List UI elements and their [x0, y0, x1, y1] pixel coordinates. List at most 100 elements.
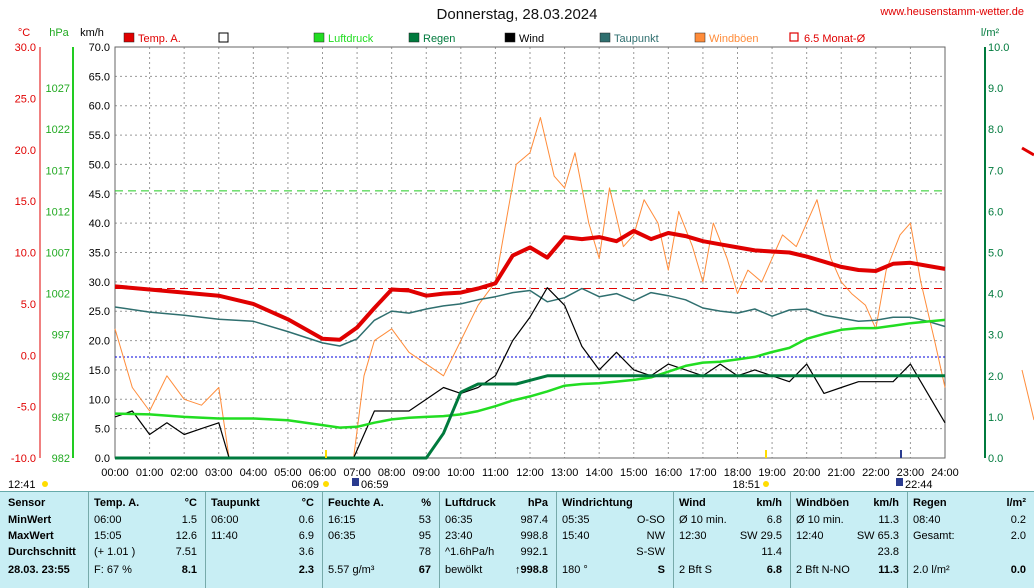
x-tick: 11:00 — [482, 467, 509, 479]
stats-column: Feuchte A.% 16:15 53 06:35 95 78 5.57 g/m³ 67 — [322, 492, 440, 588]
temp-tick: 5.0 — [21, 299, 36, 311]
pressure-tick: 982 — [52, 453, 70, 465]
x-tick: 09:00 — [412, 467, 440, 479]
stats-column: Windrichtung 05:35 O-SO 15:40 NW S-SW 180 ° S — [556, 492, 674, 588]
cell-label: 23:40 — [445, 530, 473, 542]
wind-tick: 45.0 — [89, 189, 110, 201]
legend-label: Temp. A. — [138, 33, 181, 45]
wind-tick: 40.0 — [89, 218, 110, 230]
temp-tick: 25.0 — [15, 93, 36, 105]
cell-label: 15:40 — [562, 530, 590, 542]
cell-value: O-SO — [636, 514, 665, 526]
legend-swatch — [504, 32, 516, 43]
stats-row: 12:30 SW 29.5 — [673, 528, 790, 544]
x-tick: 20:00 — [793, 467, 821, 479]
wind-tick: 55.0 — [89, 130, 110, 142]
x-tick: 10:00 — [447, 467, 475, 479]
cell-value: 3.6 — [298, 546, 314, 558]
cell-label: 06:00 — [211, 514, 239, 526]
stats-row: 78 — [322, 544, 439, 560]
cell-label: 05:35 — [562, 514, 590, 526]
cell-label: Windböen — [796, 497, 850, 509]
cell-value: 992.1 — [520, 546, 548, 558]
grid — [114, 46, 946, 459]
cell-value: 12.6 — [175, 530, 197, 542]
stats-row: 23.8 — [790, 544, 907, 560]
pressure-unit: hPa — [49, 27, 69, 39]
rain-tick: 10.0 — [988, 42, 1009, 54]
cell-value: 78 — [418, 546, 431, 558]
stats-row: 06:35 95 — [322, 528, 439, 544]
stats-row: S-SW — [556, 544, 673, 560]
cell-value: 8.1 — [181, 564, 197, 576]
stats-column: Luftdruck hPa 06:35 987.4 23:40 998.8 ^1.6hPa/… — [439, 492, 557, 588]
stats-header: Feuchte A.% — [322, 495, 439, 511]
cell-value: 0.2 — [1010, 514, 1026, 526]
stats-row: Ø 10 min. 6.8 — [673, 512, 790, 528]
rain-unit: l/m² — [981, 27, 1000, 39]
moonrise-icon — [352, 478, 359, 486]
cell-label: 16:15 — [328, 514, 356, 526]
stats-row: MaxWert — [0, 528, 88, 544]
rain-tick: 7.0 — [988, 165, 1003, 177]
cell-label: 2 Bft N-NO — [796, 564, 850, 576]
stats-current: 2 Bft S 6.8 — [673, 562, 790, 578]
wind-tick: 10.0 — [89, 394, 110, 406]
cell-label: Taupunkt — [211, 497, 260, 509]
cell-value: 67 — [418, 564, 431, 576]
cell-label: 180 ° — [562, 564, 588, 576]
cell-label: 12:30 — [679, 530, 707, 542]
cell-value: 6.8 — [766, 514, 782, 526]
cell-label: 2.0 l/m² — [913, 564, 950, 576]
pressure-tick: 1017 — [46, 165, 70, 177]
cell-label: bewölkt — [445, 564, 483, 576]
moonset-time: 22:44 — [905, 479, 933, 491]
stats-column: Wind km/h Ø 10 min. 6.8 12:30 SW 29.5 11.4 2 Bf… — [673, 492, 791, 588]
stats-row: 11:40 6.9 — [205, 528, 322, 544]
cell-label: 11:40 — [211, 530, 238, 542]
x-tick: 03:00 — [205, 467, 233, 479]
wind-tick: 0.0 — [95, 453, 110, 465]
pressure-tick: 1027 — [46, 83, 70, 95]
cell-value: 0.0 — [1010, 564, 1026, 576]
temp-tick: -10.0 — [11, 453, 36, 465]
next-day-temp — [1021, 146, 1034, 157]
stats-header: Windrichtung — [556, 495, 673, 511]
legend-label: Taupunkt — [614, 33, 659, 45]
rain-tick: 8.0 — [988, 124, 1003, 136]
pressure-tick: 992 — [52, 371, 70, 383]
cell-label: Windrichtung — [562, 497, 633, 509]
rain-tick: 2.0 — [988, 371, 1003, 383]
weather-chart: °C hPa km/h l/m² 30.0 25.0 20.0 15.0 10.0 5.0 0.0 -… — [8, 27, 1034, 491]
stats-column: Temp. A. °C 06:00 1.5 15:05 12.6 (+ 1.01 ) 7.51… — [88, 492, 206, 588]
stats-current: 28.03. 23:55 — [0, 562, 88, 578]
x-tick: 07:00 — [343, 467, 371, 479]
cell-value: NW — [646, 530, 665, 542]
wind-tick: 65.0 — [89, 71, 110, 83]
stats-current: F: 67 % 8.1 — [88, 562, 205, 578]
x-tick: 05:00 — [274, 467, 302, 479]
cell-label: 28.03. 23:55 — [8, 564, 70, 576]
legend-swatch — [123, 32, 135, 43]
rain-tick: 3.0 — [988, 330, 1003, 342]
cell-label: Ø 10 min. — [796, 514, 844, 526]
stats-header: Windböen km/h — [790, 495, 907, 511]
x-tick: 13:00 — [551, 467, 579, 479]
x-tick: 15:00 — [620, 467, 648, 479]
cell-value: S — [657, 564, 665, 576]
x-tick: 21:00 — [827, 467, 855, 479]
stats-header: Wind km/h — [673, 495, 790, 511]
x-tick: 12:00 — [516, 467, 544, 479]
start-time: 12:41 — [8, 479, 36, 491]
stats-row: 06:00 0.6 — [205, 512, 322, 528]
legend-label: 6.5 Monat-Ø — [804, 33, 866, 45]
legend-swatch — [408, 32, 420, 43]
website-link[interactable]: www.heusenstamm-wetter.de — [880, 6, 1024, 18]
cell-value: % — [421, 497, 431, 509]
legend-swatch — [599, 32, 611, 43]
temp-tick: 10.0 — [15, 248, 36, 260]
legend-label: Regen — [423, 33, 455, 45]
cell-value: 2.0 — [1010, 530, 1026, 542]
x-tick: 06:00 — [309, 467, 337, 479]
cell-label: Temp. A. — [94, 497, 140, 509]
